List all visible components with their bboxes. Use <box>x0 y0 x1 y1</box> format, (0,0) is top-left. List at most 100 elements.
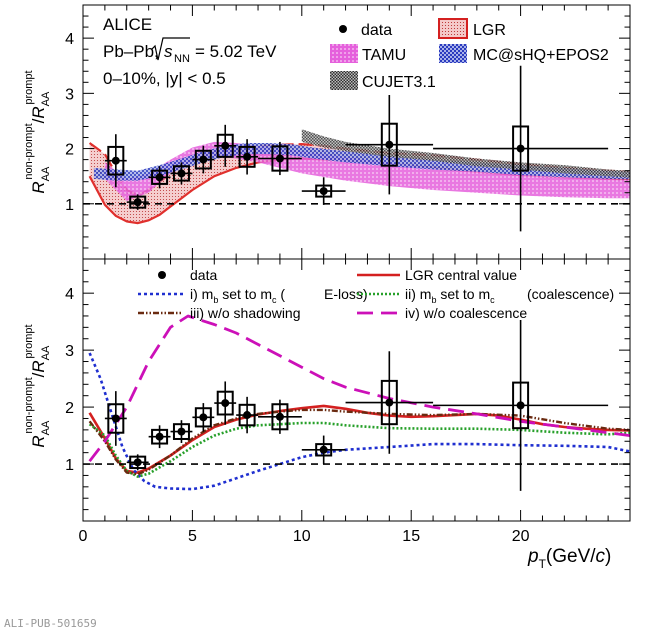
legend-cujet-label: CUJET3.1 <box>362 74 436 91</box>
experiment-label: ALICE <box>103 15 152 34</box>
legend-b-iv: iv) w/o coalescence <box>357 305 527 321</box>
energy-label: = 5.02 TeV <box>195 42 277 61</box>
data-marker <box>111 414 120 423</box>
sys-error-box <box>512 125 530 172</box>
x-axis-title: pT(GeV/c) <box>527 546 611 571</box>
sys-error-box <box>216 133 234 158</box>
data-marker <box>319 445 328 454</box>
band-cujet <box>301 129 630 178</box>
data-point <box>301 177 346 205</box>
series-iv <box>88 314 630 463</box>
legend-b-iii: iii) w/o shadowing <box>138 305 301 321</box>
svg-text:i) mb set to mc (: i) mb set to mc ( <box>190 286 285 305</box>
sys-error-box <box>151 428 169 445</box>
sys-error-box <box>129 455 147 470</box>
data-marker <box>155 432 164 441</box>
data-point <box>236 396 259 434</box>
sys-error-box <box>380 122 398 167</box>
x-tick-label: 15 <box>402 528 420 545</box>
data-marker <box>319 187 328 196</box>
legend-b-ii-label: (coalescence) <box>527 286 614 302</box>
svg-text:RAAnon-prompt/RAAprompt: RAAnon-prompt/RAAprompt <box>23 70 52 193</box>
legend-mc: MC@sHQ+EPOS2 <box>439 44 609 64</box>
sys-error-box <box>238 145 256 168</box>
data-point <box>126 194 149 210</box>
data-marker <box>385 398 394 407</box>
panel-1-clipped <box>83 314 630 491</box>
data-point <box>148 425 171 449</box>
legend-b-data: data <box>158 267 217 283</box>
legend-b-ii: ii) mb set to mc (coalescence) <box>357 286 614 305</box>
series-ii <box>88 421 630 478</box>
svg-text:s: s <box>164 42 173 61</box>
band-mc <box>93 143 630 181</box>
data-point <box>236 139 259 175</box>
series-i <box>88 352 630 491</box>
data-point <box>301 435 346 465</box>
top-panel: 1 2 3 4 ALICE Pb–Pb, s NN = 5.02 TeV 0–10%,… <box>23 4 631 260</box>
series-iii <box>88 408 630 476</box>
sys-error-box <box>107 145 125 176</box>
data-marker <box>133 198 142 207</box>
legend-tamu: TAMU <box>330 44 406 64</box>
svg-text:ii) mb set to mc: ii) mb set to mc <box>405 286 495 305</box>
panel-0-clipped <box>83 65 630 232</box>
legend-tamu-label: TAMU <box>362 47 406 64</box>
svg-text:NN: NN <box>174 53 190 65</box>
data-point <box>126 454 149 471</box>
y-tick-label: 1 <box>65 457 74 474</box>
sys-error-box <box>512 381 530 430</box>
data-point <box>170 420 193 443</box>
data-point <box>148 166 171 189</box>
sys-error-box <box>216 390 234 416</box>
data-marker <box>516 401 525 410</box>
sys-error-box <box>151 169 169 185</box>
y-tick-label: 4 <box>65 31 74 48</box>
bottom-frame <box>82 258 631 522</box>
data-point <box>170 162 193 185</box>
data-marker <box>385 140 394 149</box>
y-tick-label: 3 <box>65 343 74 360</box>
y-tick-label: 2 <box>65 400 74 417</box>
y-tick-label: 4 <box>65 286 74 303</box>
y-tick-label: 3 <box>65 86 74 103</box>
data-marker <box>221 141 230 150</box>
data-marker <box>111 156 120 165</box>
data-point <box>104 391 127 446</box>
legend-lgr: LGR <box>438 18 506 39</box>
top-y-axis-title: RAAnon-prompt/RAAprompt <box>23 70 52 193</box>
svg-text:pT(GeV/c): pT(GeV/c) <box>527 546 611 571</box>
sys-error-box <box>194 149 212 170</box>
publication-id: ALI-PUB-501659 <box>4 617 97 630</box>
data-marker <box>243 152 252 161</box>
sys-error-box <box>129 195 147 209</box>
sys-error-box <box>194 407 212 428</box>
data-point <box>214 124 237 167</box>
data-marker <box>177 169 186 178</box>
bottom-plot-content <box>83 314 630 491</box>
data-marker <box>275 154 284 163</box>
data-marker <box>155 173 164 182</box>
top-plot-content <box>83 65 630 232</box>
sys-error-box <box>271 403 289 431</box>
data-point <box>433 65 609 232</box>
sys-error-box <box>172 165 190 182</box>
x-tick-label: 0 <box>79 528 88 545</box>
x-tick-label: 20 <box>512 528 530 545</box>
centrality-label: 0–10%, |y| < 0.5 <box>103 69 226 88</box>
sys-error-box <box>315 184 333 198</box>
legend-data-label: data <box>361 22 392 39</box>
legend-b-i-label: E-loss) <box>324 286 368 302</box>
legend-lgr-label: LGR <box>473 22 506 39</box>
data-marker <box>516 144 525 153</box>
sqrt-snn-symbol: s NN <box>151 37 190 65</box>
bottom-y-axis-title: RAAnon-prompt/RAAprompt <box>23 324 52 447</box>
data-point <box>345 351 434 454</box>
y-tick-label: 1 <box>65 197 74 214</box>
svg-text:RAAnon-prompt/RAAprompt: RAAnon-prompt/RAAprompt <box>23 324 52 447</box>
data-point <box>104 134 127 188</box>
sys-error-box <box>271 145 289 172</box>
data-marker <box>221 399 230 408</box>
legend-mc-label: MC@sHQ+EPOS2 <box>473 47 609 64</box>
data-point <box>214 381 237 425</box>
